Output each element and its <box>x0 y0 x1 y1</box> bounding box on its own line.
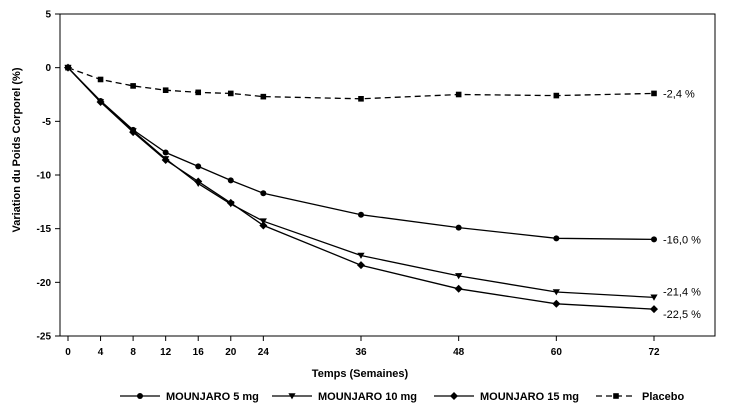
x-tick-label: 72 <box>648 347 660 358</box>
data-point <box>227 177 234 184</box>
axes: 50-5-10-15-20-250 4 8 12 16 20 24 36 48 60 72 <box>37 10 716 358</box>
data-point <box>97 76 104 83</box>
y-tick-label: -10 <box>37 171 52 182</box>
data-point <box>358 95 364 102</box>
end-value-label: -21,4 % <box>663 286 701 298</box>
legend-item: MOUNJARO 10 mg <box>272 391 417 403</box>
x-axis-title: Temps (Semaines) <box>312 368 409 380</box>
data-point <box>162 149 169 156</box>
data-point <box>195 163 202 170</box>
data-point <box>357 252 365 259</box>
legend-item: Placebo <box>596 391 684 403</box>
series-mounjaro-10-mg: -21,4 % <box>64 64 701 301</box>
data-point <box>130 83 136 89</box>
legend-label: MOUNJARO 5 mg <box>166 391 259 403</box>
legend-label: MOUNJARO 10 mg <box>318 391 417 403</box>
data-point <box>161 155 170 164</box>
data-point <box>259 221 268 230</box>
y-tick-label: -25 <box>37 332 52 343</box>
series-group: -16,0 % -21,4 % -22,5 % -2,4 % <box>64 63 701 321</box>
y-tick-label: -5 <box>42 117 51 128</box>
plot-frame <box>59 13 716 337</box>
y-axis-title: Variation du Poids Corporel (%) <box>11 67 23 232</box>
y-tick-label: -20 <box>37 278 52 289</box>
data-point <box>357 261 365 270</box>
legend-marker <box>137 393 143 399</box>
x-tick-label: 48 <box>453 347 465 358</box>
data-point <box>650 294 658 301</box>
data-point <box>129 128 138 137</box>
data-point <box>96 98 105 107</box>
data-point <box>553 235 560 242</box>
series-mounjaro-15-mg: -22,5 % <box>64 63 701 321</box>
data-point <box>552 289 560 296</box>
legend-item: MOUNJARO 5 mg <box>120 391 259 403</box>
x-tick-label: 12 <box>160 347 172 358</box>
legend-label: Placebo <box>642 391 684 403</box>
legend-item: MOUNJARO 15 mg <box>434 391 579 403</box>
x-tick-label: 20 <box>225 347 237 358</box>
data-point <box>651 236 657 243</box>
x-tick-label: 16 <box>193 347 205 358</box>
data-point <box>162 87 169 94</box>
data-point <box>651 90 657 97</box>
x-tick-label: 4 <box>98 347 104 358</box>
end-value-label: -2,4 % <box>663 88 695 100</box>
legend: MOUNJARO 5 mg MOUNJARO 10 mg MOUNJARO 15 m… <box>120 391 684 403</box>
series-line <box>67 67 655 100</box>
series-line <box>67 67 655 310</box>
series-placebo: -2,4 % <box>65 64 695 102</box>
data-point <box>455 91 462 98</box>
x-tick-label: 0 <box>65 347 71 358</box>
y-tick-label: -15 <box>37 224 52 235</box>
data-point <box>65 64 71 71</box>
legend-marker <box>613 393 619 399</box>
data-point <box>227 90 234 97</box>
data-point <box>455 224 462 231</box>
data-point <box>553 92 560 99</box>
x-tick-label: 8 <box>130 347 136 358</box>
legend-marker <box>450 392 458 400</box>
data-point <box>195 89 202 96</box>
end-value-label: -16,0 % <box>663 234 701 246</box>
data-point <box>454 284 463 293</box>
data-point <box>455 273 463 280</box>
end-value-label: -22,5 % <box>663 309 701 321</box>
y-tick-label: 5 <box>45 10 51 21</box>
x-tick-label: 60 <box>551 347 563 358</box>
data-point <box>260 93 267 100</box>
data-point <box>552 299 561 308</box>
data-point <box>358 211 364 218</box>
legend-label: MOUNJARO 15 mg <box>480 391 579 403</box>
x-tick-label: 24 <box>258 347 270 358</box>
data-point <box>650 305 658 314</box>
x-tick-label: 36 <box>355 347 367 358</box>
data-point <box>260 190 267 197</box>
legend-marker <box>288 393 296 400</box>
data-point <box>226 198 235 207</box>
data-point <box>194 177 203 186</box>
y-tick-label: 0 <box>45 63 51 74</box>
